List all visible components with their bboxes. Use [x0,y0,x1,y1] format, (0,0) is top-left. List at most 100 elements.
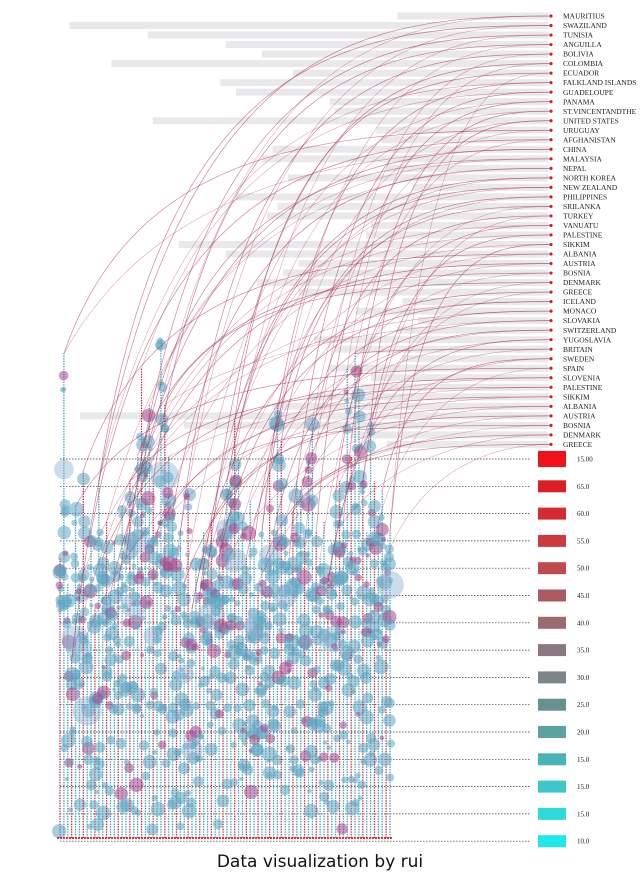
data-bubble [283,550,289,556]
baseline-dot [317,836,321,840]
country-label: AUSTRIA [563,259,596,268]
baseline-dot [236,836,240,840]
data-bubble [161,487,174,499]
connection-curve [164,282,552,405]
data-bubble [52,824,67,839]
data-bubble [176,822,185,831]
connection-curve [207,329,552,573]
country-label: FALKLAND ISLANDS [563,78,636,87]
data-bubble [64,776,69,781]
data-bubble [336,571,349,584]
data-bubble [191,738,200,746]
data-bubble [212,819,224,830]
data-bubble [199,614,215,629]
data-bubble [268,602,278,613]
data-bubble [344,398,350,404]
country-label: SPAIN [563,364,585,373]
country-label: MALAYSIA [563,154,602,163]
connection-curve [129,386,552,482]
data-bubble [70,559,80,568]
data-bubble [151,536,157,542]
baseline-dot [188,836,192,840]
connection-curve [172,396,552,512]
legend-swatch [538,698,566,711]
country-anchor-dot [549,328,553,332]
baseline-dot [218,836,222,840]
baseline-dot [308,836,312,840]
data-bubble [207,721,214,729]
connection-curve [261,82,552,533]
baseline-dot [281,836,285,840]
data-bubble [151,749,158,755]
data-bubble [335,627,343,635]
data-bubble [141,408,156,423]
data-bubble [184,789,192,797]
country-label: GUADELOUPE [563,88,614,97]
legend-label: 15.0 [577,810,590,818]
connection-curve [370,291,552,420]
baseline-dot [344,836,348,840]
baseline-dot [77,836,81,840]
country-label: BOSNIA [563,421,592,430]
country-bar [366,231,548,239]
data-bubble [260,698,271,709]
data-bubble [360,672,372,684]
baseline-dot [389,836,393,840]
data-bubble [77,682,83,688]
data-bubble [298,623,314,638]
data-bubble [259,632,271,645]
data-bubble [352,503,359,510]
data-bubble [241,565,250,574]
baseline-dot [257,836,261,840]
data-bubble [215,709,224,719]
data-bubble [210,688,223,701]
data-bubble [217,574,223,580]
connection-curve [242,263,552,522]
data-bubble [351,798,360,807]
connection-curve [308,215,552,456]
data-bubble [272,612,287,627]
connection-curve [71,15,552,660]
data-bubble [176,545,182,551]
data-bubble [153,635,161,644]
baseline-dot [221,836,225,840]
baseline-dot [185,836,189,840]
country-anchor-dot [549,423,553,427]
data-bubble-large [376,571,404,599]
data-bubble [387,577,394,584]
country-bar [397,12,548,20]
data-bubble [353,410,366,423]
country-label: SLOVENIA [563,373,601,382]
data-bubble [221,778,233,790]
data-bubble [362,692,374,704]
data-bubble [242,764,254,776]
legend-label: 50.0 [577,565,590,573]
country-anchor-dot [549,414,553,418]
data-bubble [181,583,188,589]
baseline-dot [377,836,381,840]
country-bar [329,98,548,106]
data-bubble [90,818,105,832]
data-bubble [321,723,332,734]
country-anchor-dot [549,366,553,370]
data-bubble [353,654,363,664]
baseline-dot [152,836,156,840]
data-bubble [114,787,128,801]
data-bubble [235,682,250,697]
data-bubble [140,653,145,658]
data-bubble [65,597,73,605]
baseline-dot [149,836,153,840]
country-anchor-dot [549,376,553,380]
data-bubble [88,576,95,583]
data-bubble [307,687,322,702]
country-anchor-dot [549,223,553,228]
legend-swatch [538,480,566,493]
data-bubble [151,794,158,802]
connection-curve [199,253,552,594]
data-bubble [291,647,300,656]
data-bubble [326,799,340,814]
baseline-dot [320,836,324,840]
country-label: SWITZERLAND [563,326,617,335]
data-bubble [184,552,190,557]
data-bubble [275,514,289,527]
